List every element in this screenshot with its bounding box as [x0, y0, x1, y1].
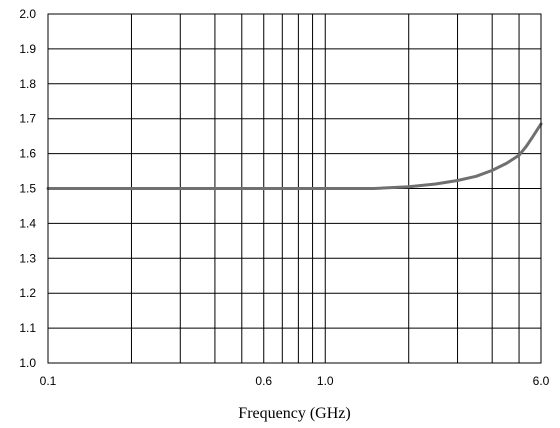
x-tick-labels: 0.1 0.6 1.0 6.0 [40, 374, 550, 388]
x-tick-label: 0.6 [255, 374, 272, 388]
y-tick-label: 1.9 [19, 42, 36, 56]
y-tick-label: 1.1 [19, 321, 36, 335]
y-tick-label: 1.3 [19, 251, 36, 265]
y-tick-label: 1.7 [19, 112, 36, 126]
x-tick-label: 1.0 [317, 374, 334, 388]
y-tick-label: 1.4 [19, 216, 36, 230]
x-axis-title: Frequency (GHz) [238, 405, 350, 422]
y-tick-label: 2.0 [19, 7, 36, 21]
plot-frame [47, 13, 542, 364]
series-line [46, 122, 543, 190]
y-tick-label: 1.6 [19, 147, 36, 161]
y-tick-label: 1.5 [19, 182, 36, 196]
x-tick-label: 6.0 [533, 374, 550, 388]
series-layer [46, 122, 543, 190]
y-tick-label: 1.2 [19, 286, 36, 300]
y-tick-label: 1.8 [19, 77, 36, 91]
y-tick-labels: 1.0 1.1 1.2 1.3 1.4 1.5 1.6 1.7 1.8 1.9 2.0 [19, 7, 36, 370]
y-tick-label: 1.0 [19, 356, 36, 370]
x-tick-label: 0.1 [40, 374, 57, 388]
